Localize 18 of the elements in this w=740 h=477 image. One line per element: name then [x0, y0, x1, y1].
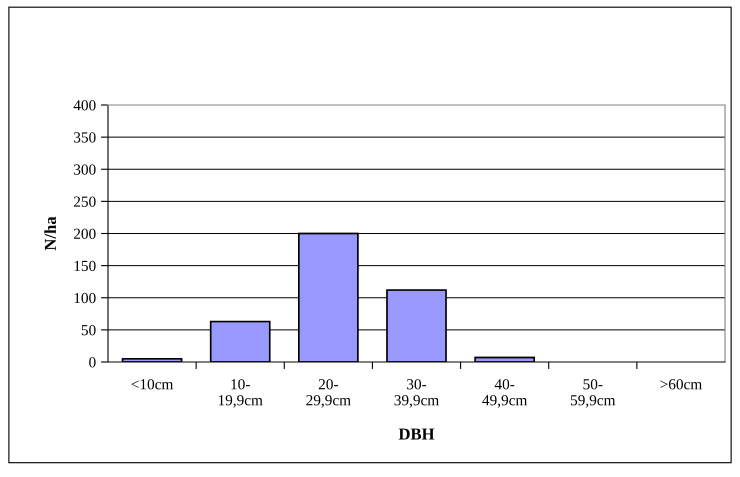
y-tick-label: 250: [74, 196, 96, 207]
x-tick-label: <10cm: [132, 379, 174, 390]
y-tick-label: 300: [74, 164, 96, 175]
x-tick-label: >60cm: [660, 379, 702, 390]
x-tick-label: 50- 59,9cm: [570, 379, 616, 408]
x-tick-label: 40- 49,9cm: [482, 379, 528, 408]
y-tick-label: 400: [74, 100, 96, 110]
y-tick-label: 200: [74, 228, 96, 239]
y-axis-title: N/ha: [44, 216, 56, 250]
y-tick-label: 150: [74, 260, 96, 272]
y-tick-label: 50: [82, 325, 96, 336]
y-tick-label: 350: [74, 132, 96, 143]
y-tick-label: 0: [89, 357, 96, 368]
y-tick-label: 100: [74, 292, 96, 304]
x-tick-label: 10- 19,9cm: [218, 379, 263, 408]
x-axis-title: DBH: [398, 428, 434, 440]
x-tick-label: 30- 39,9cm: [394, 379, 439, 408]
x-tick-label: 20- 29,9cm: [306, 379, 351, 408]
